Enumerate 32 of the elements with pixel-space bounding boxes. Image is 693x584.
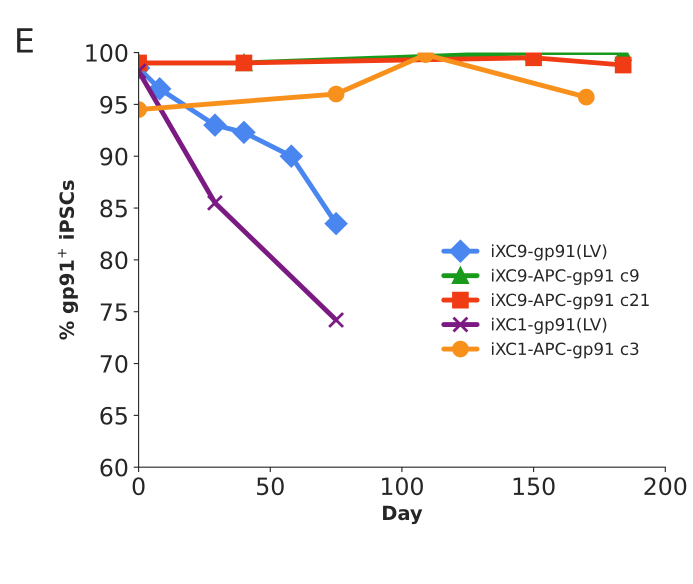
point <box>204 114 226 136</box>
y-axis-title: % gp91$^{+}$ iPSCs <box>58 180 78 340</box>
x-axis-title: Day <box>383 506 422 524</box>
y-tick-label: 85 <box>100 199 127 218</box>
y-tick-label: 60 <box>100 458 128 477</box>
point <box>148 78 171 100</box>
point <box>324 212 348 235</box>
point <box>328 86 344 102</box>
point <box>614 56 632 74</box>
legend-label: iXC1-APC-gp91 c3 <box>492 342 638 358</box>
y-tick-label: 75 <box>100 303 127 322</box>
legend-label: iXC9-APC-gp91 c9 <box>492 268 639 285</box>
point <box>232 121 256 144</box>
x-tick-label: 0 <box>132 477 145 496</box>
y-tick-label: 80 <box>100 251 128 270</box>
x-tick-label: 150 <box>514 477 555 496</box>
legend-label: iXC1-gp91(LV) <box>492 318 606 334</box>
y-tick-label: 100 <box>86 44 128 62</box>
x-tick-label: 200 <box>644 477 686 496</box>
point <box>280 145 303 168</box>
point <box>328 312 344 328</box>
y-tick-label: 70 <box>100 354 128 373</box>
x-tick-label: 50 <box>257 477 284 496</box>
point <box>206 194 224 212</box>
legend-label: iXC9-APC-gp91 c21 <box>492 293 649 310</box>
point <box>578 88 595 106</box>
x-tick-label: 100 <box>382 477 423 496</box>
legend-label: iXC9-gp91(LV) <box>492 244 606 260</box>
text: E <box>17 28 33 53</box>
y-tick-label: 65 <box>100 406 127 425</box>
y-tick-label: 95 <box>100 96 127 114</box>
y-tick-label: 90 <box>100 148 128 166</box>
